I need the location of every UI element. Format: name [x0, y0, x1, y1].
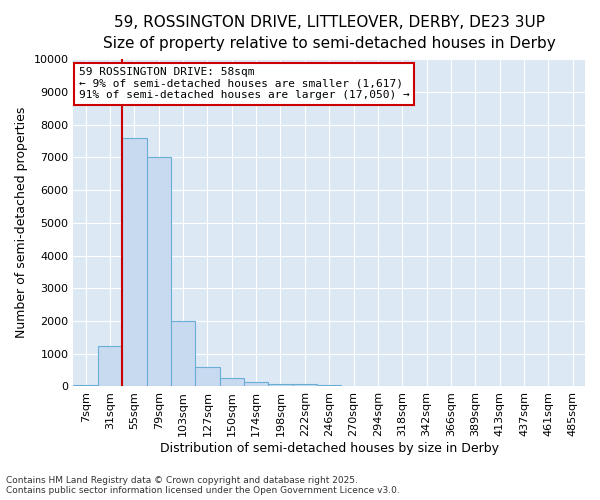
- Text: Contains HM Land Registry data © Crown copyright and database right 2025.
Contai: Contains HM Land Registry data © Crown c…: [6, 476, 400, 495]
- Bar: [122, 138, 146, 386]
- Bar: [195, 367, 220, 386]
- X-axis label: Distribution of semi-detached houses by size in Derby: Distribution of semi-detached houses by …: [160, 442, 499, 455]
- Bar: [171, 321, 195, 386]
- Text: 59 ROSSINGTON DRIVE: 58sqm
← 9% of semi-detached houses are smaller (1,617)
91% : 59 ROSSINGTON DRIVE: 58sqm ← 9% of semi-…: [79, 68, 409, 100]
- Bar: [220, 378, 244, 386]
- Bar: [317, 385, 341, 386]
- Title: 59, ROSSINGTON DRIVE, LITTLEOVER, DERBY, DE23 3UP
Size of property relative to s: 59, ROSSINGTON DRIVE, LITTLEOVER, DERBY,…: [103, 15, 556, 51]
- Y-axis label: Number of semi-detached properties: Number of semi-detached properties: [15, 107, 28, 338]
- Bar: [98, 346, 122, 387]
- Bar: [293, 384, 317, 386]
- Bar: [146, 158, 171, 386]
- Bar: [244, 382, 268, 386]
- Bar: [268, 384, 293, 386]
